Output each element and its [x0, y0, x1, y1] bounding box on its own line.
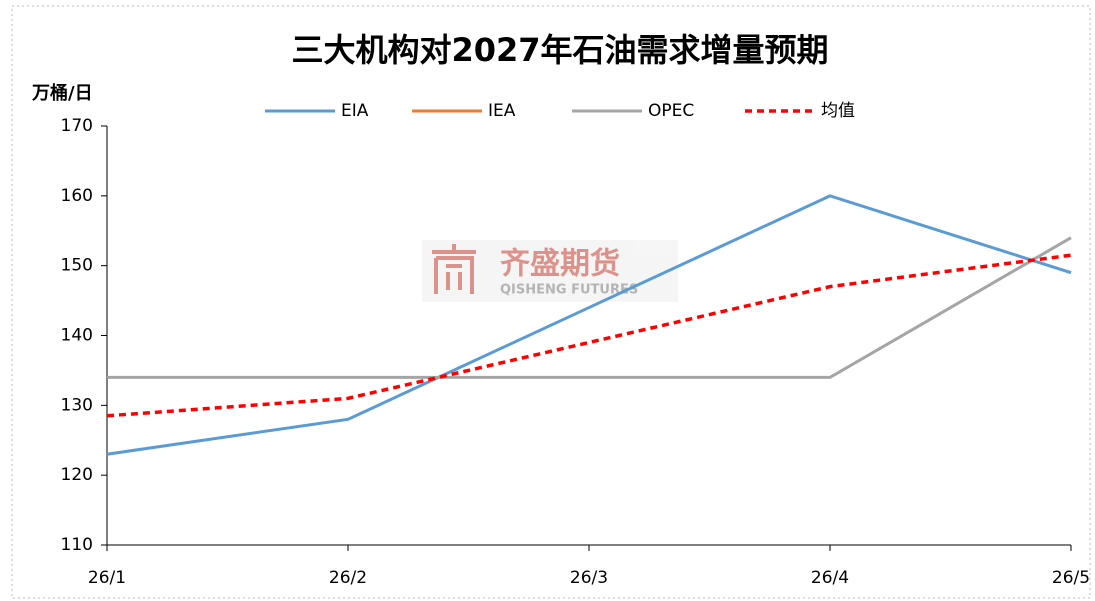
legend-label: 均值 [821, 101, 855, 121]
x-tick-label: 26/4 [811, 568, 849, 588]
legend-label: OPEC [648, 101, 694, 121]
y-axis-title: 万桶/日 [31, 82, 93, 104]
watermark: 齐盛期货 QISHENG FUTURES [422, 240, 678, 302]
watermark-text-en: QISHENG FUTURES [500, 283, 638, 298]
x-tick-label: 26/1 [88, 568, 126, 588]
series-line [107, 236, 1072, 379]
x-tick-label: 26/5 [1052, 568, 1090, 588]
y-tick-label: 120 [61, 465, 93, 485]
watermark-logo [432, 244, 476, 294]
y-tick-label: 150 [61, 256, 93, 276]
y-tick-label: 140 [61, 326, 93, 346]
y-tick-label: 130 [61, 395, 93, 415]
x-tick-label: 26/2 [329, 568, 367, 588]
y-tick-label: 160 [61, 186, 93, 206]
x-tick-label: 26/3 [570, 568, 608, 588]
legend-label: EIA [341, 101, 369, 121]
chart-title: 三大机构对2027年石油需求增量预期 [291, 31, 828, 69]
watermark-text: 齐盛期货 [500, 247, 620, 282]
y-tick-label: 110 [61, 535, 93, 555]
series-line [106, 253, 1072, 418]
y-tick-label: 170 [61, 116, 93, 136]
legend-label: IEA [488, 101, 516, 121]
series-line [106, 194, 1072, 456]
